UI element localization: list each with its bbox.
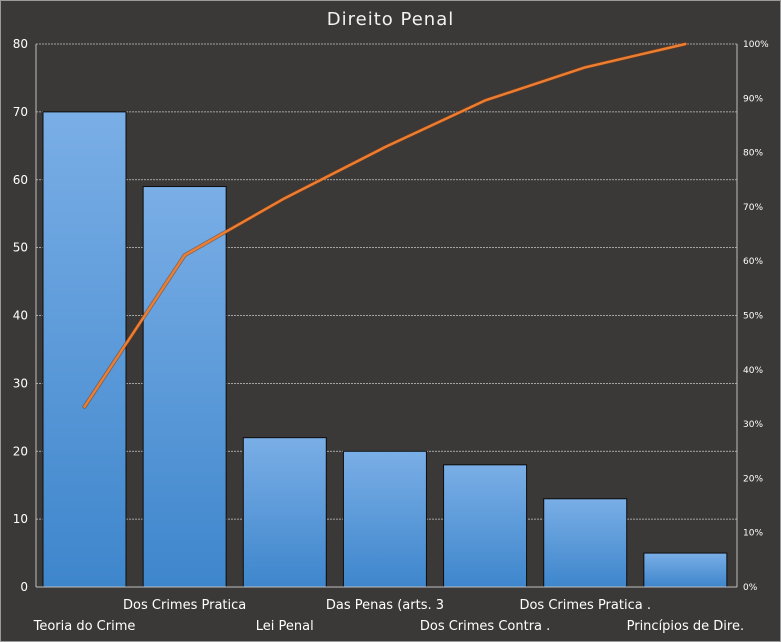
x-tick-label: Dos Crimes Contra . <box>420 619 550 634</box>
y-tick-label: 10 <box>13 512 28 526</box>
y-tick-label: 0 <box>20 580 28 594</box>
y-tick-label: 40 <box>13 309 28 323</box>
x-tick-label: Lei Penal <box>256 619 314 634</box>
y-tick-label: 20 <box>13 444 28 458</box>
bar <box>342 450 427 588</box>
y2-tick-label: 100% <box>743 40 769 50</box>
x-tick-label: Dos Crimes Pratica <box>123 598 246 613</box>
y2-tick-label: 0% <box>743 583 758 593</box>
y2-tick-label: 70% <box>743 203 763 213</box>
cumulative-line <box>82 42 688 409</box>
chart-title: Direito Penal <box>326 9 455 30</box>
y-axis-right: 0% 10% 20% 30% 40% 50% 60% 70% 80% 90% 100% <box>736 40 769 593</box>
y-tick-label: 50 <box>13 241 28 255</box>
y-tick-label: 30 <box>13 376 28 390</box>
y-tick-label: 60 <box>13 173 28 187</box>
y2-tick-label: 30% <box>743 420 763 430</box>
x-axis: Teoria do Crime Dos Crimes Pratica Lei Pen… <box>33 586 744 634</box>
cumulative-line-path <box>83 42 687 408</box>
y-tick-label: 70 <box>13 105 28 119</box>
bar <box>443 464 528 588</box>
y2-tick-label: 40% <box>743 366 763 376</box>
y2-tick-label: 20% <box>743 474 763 484</box>
y2-tick-label: 10% <box>743 529 763 539</box>
bar <box>543 498 628 588</box>
x-tick-label: Das Penas (arts. 3 <box>326 598 444 613</box>
y-axis-left: 0 10 20 30 40 50 60 70 80 <box>13 37 37 594</box>
y2-tick-label: 80% <box>743 149 763 159</box>
bar <box>242 437 327 588</box>
y2-tick-label: 50% <box>743 312 763 322</box>
gridlines <box>36 43 737 520</box>
bar <box>42 111 127 588</box>
y-tick-label: 80 <box>13 37 28 51</box>
y2-tick-label: 90% <box>743 94 763 104</box>
x-tick-label: Dos Crimes Pratica . <box>519 598 650 613</box>
x-tick-label: Princípios de Dire. <box>627 619 744 634</box>
y2-tick-label: 60% <box>743 257 763 267</box>
bar <box>142 186 227 588</box>
bar <box>643 552 728 588</box>
bars <box>42 111 728 588</box>
x-tick-label: Teoria do Crime <box>33 619 136 634</box>
